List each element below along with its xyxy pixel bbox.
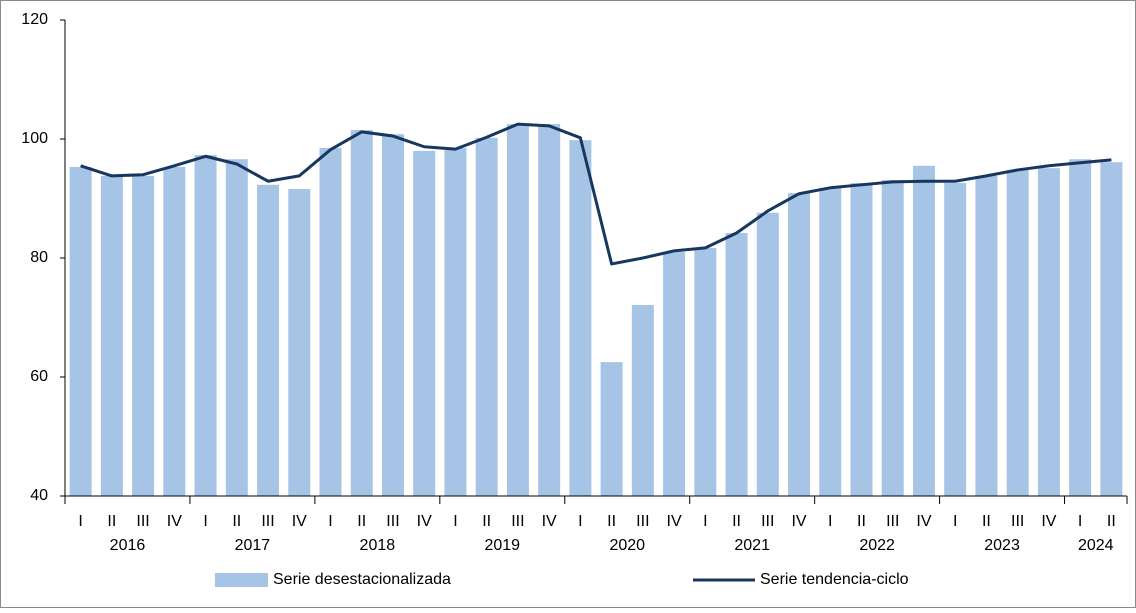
x-tick-label: I <box>1078 513 1082 530</box>
x-tick-label: III <box>761 513 774 530</box>
bar <box>538 124 561 496</box>
bar <box>663 252 686 496</box>
bar <box>975 175 998 496</box>
bar <box>1006 169 1029 496</box>
y-tick-label: 120 <box>21 11 48 28</box>
x-tick-label: I <box>453 513 457 530</box>
x-tick-label: I <box>828 513 832 530</box>
x-tick-label: III <box>261 513 274 530</box>
y-tick-label: 60 <box>30 368 48 385</box>
x-tick-label: IV <box>167 513 182 530</box>
bar <box>725 233 748 496</box>
bar <box>225 159 248 497</box>
year-label: 2020 <box>609 537 645 554</box>
bar <box>194 155 217 496</box>
x-tick-label: II <box>482 513 491 530</box>
year-label: 2016 <box>110 537 146 554</box>
x-tick-label: II <box>857 513 866 530</box>
x-tick-label: III <box>636 513 649 530</box>
x-tick-label: I <box>953 513 957 530</box>
x-tick-label: II <box>982 513 991 530</box>
x-tick-label: IV <box>292 513 307 530</box>
bar <box>1037 168 1060 496</box>
bar <box>944 183 967 496</box>
x-tick-label: IV <box>417 513 432 530</box>
x-tick-label: IV <box>542 513 557 530</box>
legend-label: Serie desestacionalizada <box>273 571 451 588</box>
y-tick-label: 80 <box>30 249 48 266</box>
y-tick-label: 40 <box>30 487 48 504</box>
x-tick-label: II <box>1107 513 1116 530</box>
bar <box>475 137 498 496</box>
x-tick-label: II <box>607 513 616 530</box>
x-tick-label: IV <box>1041 513 1056 530</box>
bar <box>100 175 123 496</box>
bar <box>69 166 92 496</box>
bar <box>506 124 529 496</box>
x-tick-label: III <box>386 513 399 530</box>
bar <box>132 175 155 496</box>
x-tick-label: IV <box>667 513 682 530</box>
bar <box>850 183 873 496</box>
x-tick-label: II <box>232 513 241 530</box>
x-tick-label: II <box>107 513 116 530</box>
x-tick-label: III <box>136 513 149 530</box>
bar <box>881 180 904 496</box>
legend-label: Serie tendencia-ciclo <box>760 571 909 588</box>
bar <box>694 247 717 496</box>
bar <box>631 305 654 496</box>
y-tick-label: 100 <box>21 130 48 147</box>
year-label: 2019 <box>484 537 520 554</box>
year-label: 2024 <box>1078 537 1114 554</box>
bar <box>788 193 811 496</box>
bar <box>1100 162 1123 496</box>
year-label: 2021 <box>734 537 770 554</box>
x-tick-label: I <box>203 513 207 530</box>
bar <box>350 130 373 496</box>
bar <box>569 140 592 496</box>
x-tick-label: I <box>78 513 82 530</box>
bar <box>912 165 935 496</box>
x-tick-label: IV <box>916 513 931 530</box>
bar <box>600 362 623 496</box>
trend-line <box>80 122 1112 266</box>
year-label: 2023 <box>984 537 1020 554</box>
bar <box>288 188 311 497</box>
bar <box>444 147 467 497</box>
x-tick-label: II <box>732 513 741 530</box>
bar <box>1069 159 1092 497</box>
bar <box>756 212 779 496</box>
year-label: 2022 <box>859 537 895 554</box>
x-tick-label: IV <box>791 513 806 530</box>
x-tick-label: II <box>357 513 366 530</box>
bar <box>163 166 186 496</box>
year-label: 2018 <box>360 537 396 554</box>
x-tick-label: I <box>578 513 582 530</box>
bar <box>819 187 842 497</box>
bar <box>319 147 342 497</box>
x-tick-label: III <box>1011 513 1024 530</box>
x-tick-label: I <box>328 513 332 530</box>
bar <box>413 150 436 496</box>
bar <box>381 134 404 497</box>
x-tick-label: I <box>703 513 707 530</box>
legend-swatch <box>215 573 268 587</box>
bar <box>257 184 280 496</box>
x-tick-label: III <box>886 513 899 530</box>
year-label: 2017 <box>235 537 271 554</box>
x-tick-label: III <box>511 513 524 530</box>
